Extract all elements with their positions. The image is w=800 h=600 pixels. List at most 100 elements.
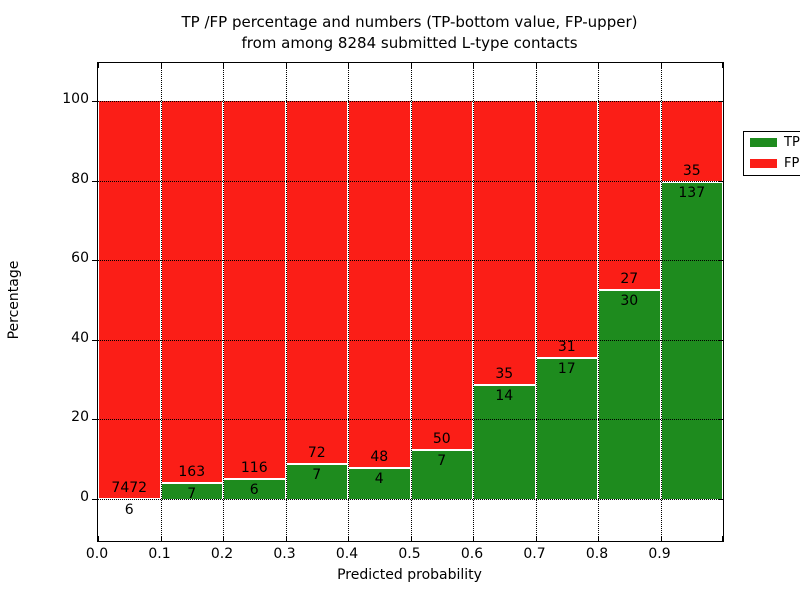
legend: TP FP: [743, 131, 800, 176]
tp-bar-0.8: [598, 289, 661, 499]
fp-bar-0.4: [348, 101, 411, 469]
fp-count-label: 48: [370, 449, 389, 466]
x-tick-label-0.2: 0.2: [210, 546, 234, 562]
fp-bar-0.3: [285, 101, 348, 464]
tp-count-label: 6: [249, 482, 259, 499]
legend-fp-swatch: [750, 159, 777, 168]
y-tick-mark: [92, 499, 97, 500]
fp-count-label: 35: [682, 163, 701, 179]
tp-count-label: 6: [124, 501, 134, 518]
fp-count-label: 163: [178, 463, 206, 480]
x-tick-mark-top: [660, 63, 662, 68]
plot-area: 7472 6 163 7 116 6 72 7 48 4 50 7 35 14 31 17 27 30 35 137 …: [92, 62, 800, 542]
x-tick-mark: [535, 536, 537, 541]
x-tick-mark: [285, 536, 287, 541]
x-tick-mark: [660, 536, 662, 541]
fp-count-label: 7472: [111, 479, 148, 496]
y-tick-label-80: 80: [71, 170, 89, 187]
x-tick-mark-top: [160, 63, 162, 68]
y-tick-label-60: 60: [71, 250, 89, 267]
vertical-gridline: [659, 63, 662, 541]
tp-count-label: 30: [620, 292, 639, 309]
y-tick-mark: [92, 101, 97, 102]
fp-count-label: 116: [240, 460, 268, 477]
x-tick-label-0.1: 0.1: [148, 546, 171, 562]
x-tick-mark: [410, 536, 412, 541]
x-tick-label-0.7: 0.7: [523, 546, 546, 562]
horizontal-gridline: [98, 260, 723, 262]
vertical-gridline: [534, 63, 537, 541]
y-tick-label-20: 20: [71, 409, 89, 426]
fp-count-label: 27: [620, 270, 639, 287]
y-tick-mark-right: [718, 180, 723, 182]
horizontal-gridline: [98, 101, 723, 102]
x-tick-label-0.5: 0.5: [398, 546, 421, 562]
tp-count-label: 7: [187, 485, 197, 502]
tp-bar-0.3: [285, 463, 348, 499]
x-tick-label-0.6: 0.6: [460, 546, 484, 562]
vertical-gridline: [222, 63, 224, 541]
y-tick-mark-right: [718, 339, 723, 341]
fp-bar-0.2: [223, 101, 286, 480]
vertical-gridline: [472, 63, 474, 541]
legend-tp-label: TP: [784, 135, 800, 150]
tp-count-label: 7: [437, 453, 447, 470]
fp-bar-0.6: [473, 101, 536, 386]
fp-count-label: 72: [307, 444, 326, 461]
y-tick-label-0: 0: [80, 489, 89, 505]
tp-count-label: 14: [495, 388, 514, 405]
x-tick-mark-top: [348, 63, 349, 68]
fp-count-label: 35: [495, 366, 514, 383]
fp-count-label: 50: [432, 431, 451, 448]
x-tick-mark: [473, 536, 474, 541]
x-tick-mark: [722, 536, 723, 541]
tp-count-label: 137: [678, 184, 706, 201]
x-tick-mark-top: [722, 63, 723, 68]
x-tick-mark: [98, 536, 99, 541]
y-tick-mark-right: [718, 419, 723, 421]
legend-tp-swatch: [750, 138, 777, 147]
tp-count-label: 17: [557, 361, 576, 378]
x-tick-mark-top: [473, 63, 474, 68]
y-tick-mark-right: [718, 260, 723, 262]
y-tick-mark: [92, 419, 97, 421]
fp-bar-0.5: [410, 101, 473, 451]
x-tick-label-0.9: 0.9: [648, 546, 671, 562]
legend-entry-fp: FP: [744, 153, 800, 174]
x-tick-label-0.3: 0.3: [273, 546, 296, 562]
fp-bar-0.1: [160, 101, 223, 483]
y-tick-mark-right: [718, 101, 723, 102]
x-tick-mark: [598, 536, 599, 541]
x-tick-mark-top: [98, 63, 99, 68]
x-tick-mark: [348, 536, 349, 541]
y-tick-mark: [92, 180, 97, 182]
fp-bar-0.0: [98, 101, 161, 499]
y-tick-mark: [92, 339, 97, 341]
horizontal-gridline: [98, 180, 723, 182]
fp-bar-0.8: [598, 101, 661, 290]
chart-title-line1: TP /FP percentage and numbers (TP-bottom…: [181, 13, 638, 31]
y-tick-mark: [92, 260, 97, 262]
tp-bar-0.7: [535, 358, 598, 499]
horizontal-gridline: [98, 419, 723, 421]
x-tick-mark-top: [285, 63, 287, 68]
x-tick-mark-top: [410, 63, 412, 68]
tp-count-label: 4: [374, 471, 384, 488]
vertical-gridline: [597, 63, 599, 541]
y-tick-mark-right: [718, 499, 723, 500]
chart-title: TP /FP percentage and numbers (TP-bottom…: [97, 12, 722, 54]
chart-title-line2: from among 8284 submitted L-type contact…: [241, 34, 578, 52]
x-tick-label-0.4: 0.4: [335, 546, 359, 562]
fp-bar-0.7: [535, 101, 598, 359]
vertical-gridline: [159, 63, 162, 541]
tp-bar-0.6: [473, 385, 536, 499]
horizontal-gridline: [98, 339, 723, 341]
x-tick-mark: [160, 536, 162, 541]
legend-entry-tp: TP: [744, 132, 800, 153]
vertical-gridline: [409, 63, 412, 541]
x-tick-mark-top: [223, 63, 224, 68]
x-tick-label-0.0: 0.0: [85, 546, 109, 562]
x-tick-mark-top: [535, 63, 537, 68]
y-tick-label-100: 100: [62, 91, 89, 107]
